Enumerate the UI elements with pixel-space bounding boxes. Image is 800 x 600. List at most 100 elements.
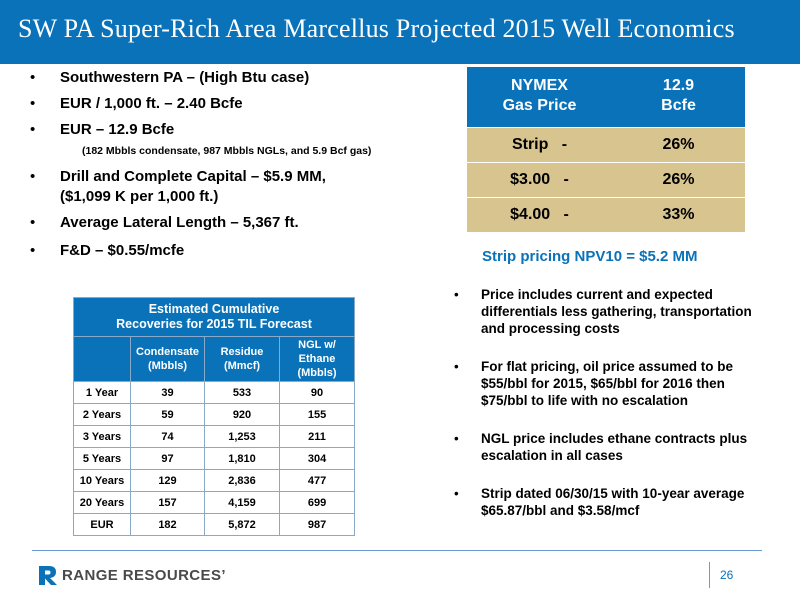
table-cell: 59 [130, 403, 205, 426]
bullet-item: • Drill and Complete Capital – $5.9 MM, … [24, 167, 444, 207]
bullet-text: Price includes current and expected diff… [481, 287, 752, 336]
table-cell: 97 [130, 447, 205, 470]
bullet-item: • Southwestern PA – (High Btu case) [24, 68, 444, 88]
bullet-dot: • [454, 359, 459, 374]
row-label: 2 Years [73, 403, 131, 426]
row-label: 1 Year [73, 381, 131, 404]
bullet-text: F&D – $0.55/mcfe [60, 242, 185, 259]
table-cell: 155 [278, 403, 356, 426]
bullet-dot: • [30, 121, 36, 138]
table-cell: 304 [278, 447, 356, 470]
table-cell: 533 [204, 381, 280, 404]
header-line: Residue [220, 346, 264, 358]
bullet-item: • NGL price includes ethane contracts pl… [451, 430, 771, 464]
row-label: 10 Years [73, 469, 131, 492]
bullet-text: Drill and Complete Capital – $5.9 MM, [60, 168, 326, 185]
table-title: Estimated Cumulative Recoveries for 2015… [72, 297, 356, 337]
table-row: 2 Years 59 920 155 [73, 403, 356, 426]
row-label: EUR [73, 513, 131, 536]
table-row: 1 Year 39 533 90 [73, 381, 356, 404]
page-number-divider [709, 562, 710, 588]
header-line: Condensate [136, 346, 199, 358]
footer-divider [32, 550, 762, 551]
bullet-dot: • [30, 242, 36, 259]
table-row: Strip - 26% [467, 127, 745, 163]
price-case: $3.00 - [467, 162, 612, 198]
table-row: $3.00 - 26% [467, 162, 745, 198]
table-row: EUR 182 5,872 987 [73, 513, 356, 536]
table-cell: 4,159 [204, 491, 280, 514]
table-cell: 157 [130, 491, 205, 514]
npv-callout: Strip pricing NPV10 = $5.2 MM [482, 248, 698, 265]
return-value: 26% [612, 162, 745, 198]
table-row: 20 Years 157 4,159 699 [73, 491, 356, 514]
price-case: $4.00 - [467, 197, 612, 232]
right-bullet-list: • Price includes current and expected di… [451, 286, 771, 540]
bullet-item: • EUR / 1,000 ft. – 2.40 Bcfe [24, 94, 444, 114]
bullet-dot: • [30, 95, 36, 112]
row-label: 20 Years [73, 491, 131, 514]
table-cell: 987 [278, 513, 356, 536]
bullet-dot: • [30, 168, 36, 185]
bullet-text: EUR / 1,000 ft. – 2.40 Bcfe [60, 95, 243, 112]
bullet-dot: • [454, 486, 459, 501]
bullet-text: Average Lateral Length – 5,367 ft. [60, 214, 299, 231]
table-row: 10 Years 129 2,836 477 [73, 469, 356, 492]
table-cell: 39 [130, 381, 205, 404]
table-cell: 699 [278, 491, 356, 514]
table-cell: 90 [278, 381, 356, 404]
slide-title: SW PA Super-Rich Area Marcellus Projecte… [18, 14, 735, 43]
table-cell: 5,872 [204, 513, 280, 536]
bullet-text: Southwestern PA – (High Btu case) [60, 69, 310, 86]
bullet-text-continued: ($1,099 K per 1,000 ft.) [60, 188, 219, 205]
bullet-item: • EUR – 12.9 Bcfe [24, 120, 444, 140]
column-header-residue: Residue (Mmcf) [204, 336, 280, 382]
header-line: NGL w/ [298, 339, 336, 351]
bullet-text: EUR – 12.9 Bcfe [60, 121, 175, 138]
row-label: 3 Years [73, 425, 131, 448]
bullet-subtext: (182 Mbbls condensate, 987 Mbbls NGLs, a… [82, 145, 372, 157]
bullet-text: Strip dated 06/30/15 with 10-year averag… [481, 486, 745, 518]
table-cell: 211 [278, 425, 356, 448]
return-value: 33% [612, 197, 745, 232]
title-bar: SW PA Super-Rich Area Marcellus Projecte… [0, 0, 800, 64]
bullet-text: NGL price includes ethane contracts plus… [481, 431, 748, 463]
table-cell: 1,253 [204, 425, 280, 448]
column-header-ngl: NGL w/ Ethane (Mbbls) [278, 336, 356, 382]
cumulative-recoveries-table: Estimated Cumulative Recoveries for 2015… [72, 297, 356, 536]
table-cell: 920 [204, 403, 280, 426]
bullet-item: • Strip dated 06/30/15 with 10-year aver… [451, 485, 771, 519]
bullet-item: • Price includes current and expected di… [451, 286, 771, 337]
bullet-dot: • [454, 287, 459, 302]
table-row: 5 Years 97 1,810 304 [73, 447, 356, 470]
bullet-text: For flat pricing, oil price assumed to b… [481, 359, 734, 408]
header-line: (Mmcf) [223, 360, 261, 372]
column-header-blank [73, 336, 131, 382]
table-row: 3 Years 74 1,253 211 [73, 425, 356, 448]
range-logo-icon [39, 566, 57, 585]
bcfe-header-line: Bcfe [612, 95, 745, 128]
table-cell: 1,810 [204, 447, 280, 470]
left-bullet-list: • Southwestern PA – (High Btu case) • EU… [24, 68, 444, 261]
bullet-item: • F&D – $0.55/mcfe [24, 241, 444, 261]
header-line: Ethane [298, 353, 336, 365]
nymex-header-line: Gas Price [467, 95, 612, 128]
logo-text: RANGE RESOURCES’ [62, 566, 226, 584]
page-number: 26 [720, 568, 734, 582]
header-line: (Mbbls) [147, 360, 188, 372]
table-cell: 74 [130, 425, 205, 448]
company-logo: RANGE RESOURCES’ [37, 564, 226, 586]
header-line: (Mbbls) [297, 367, 337, 379]
table-row: $4.00 - 33% [467, 197, 745, 232]
table-cell: 2,836 [204, 469, 280, 492]
nymex-header-line: NYMEX [467, 67, 612, 95]
bullet-dot: • [30, 214, 36, 231]
table-cell: 477 [278, 469, 356, 492]
table-title-line: Recoveries for 2015 TIL Forecast [116, 317, 312, 331]
bullet-item: • For flat pricing, oil price assumed to… [451, 358, 771, 409]
nymex-returns-table: NYMEX 12.9 Gas Price Bcfe Strip - 26% $3… [467, 67, 745, 232]
bcfe-header-line: 12.9 [612, 67, 745, 95]
column-header-condensate: Condensate (Mbbls) [130, 336, 205, 382]
table-cell: 129 [130, 469, 205, 492]
bullet-dot: • [30, 69, 36, 86]
